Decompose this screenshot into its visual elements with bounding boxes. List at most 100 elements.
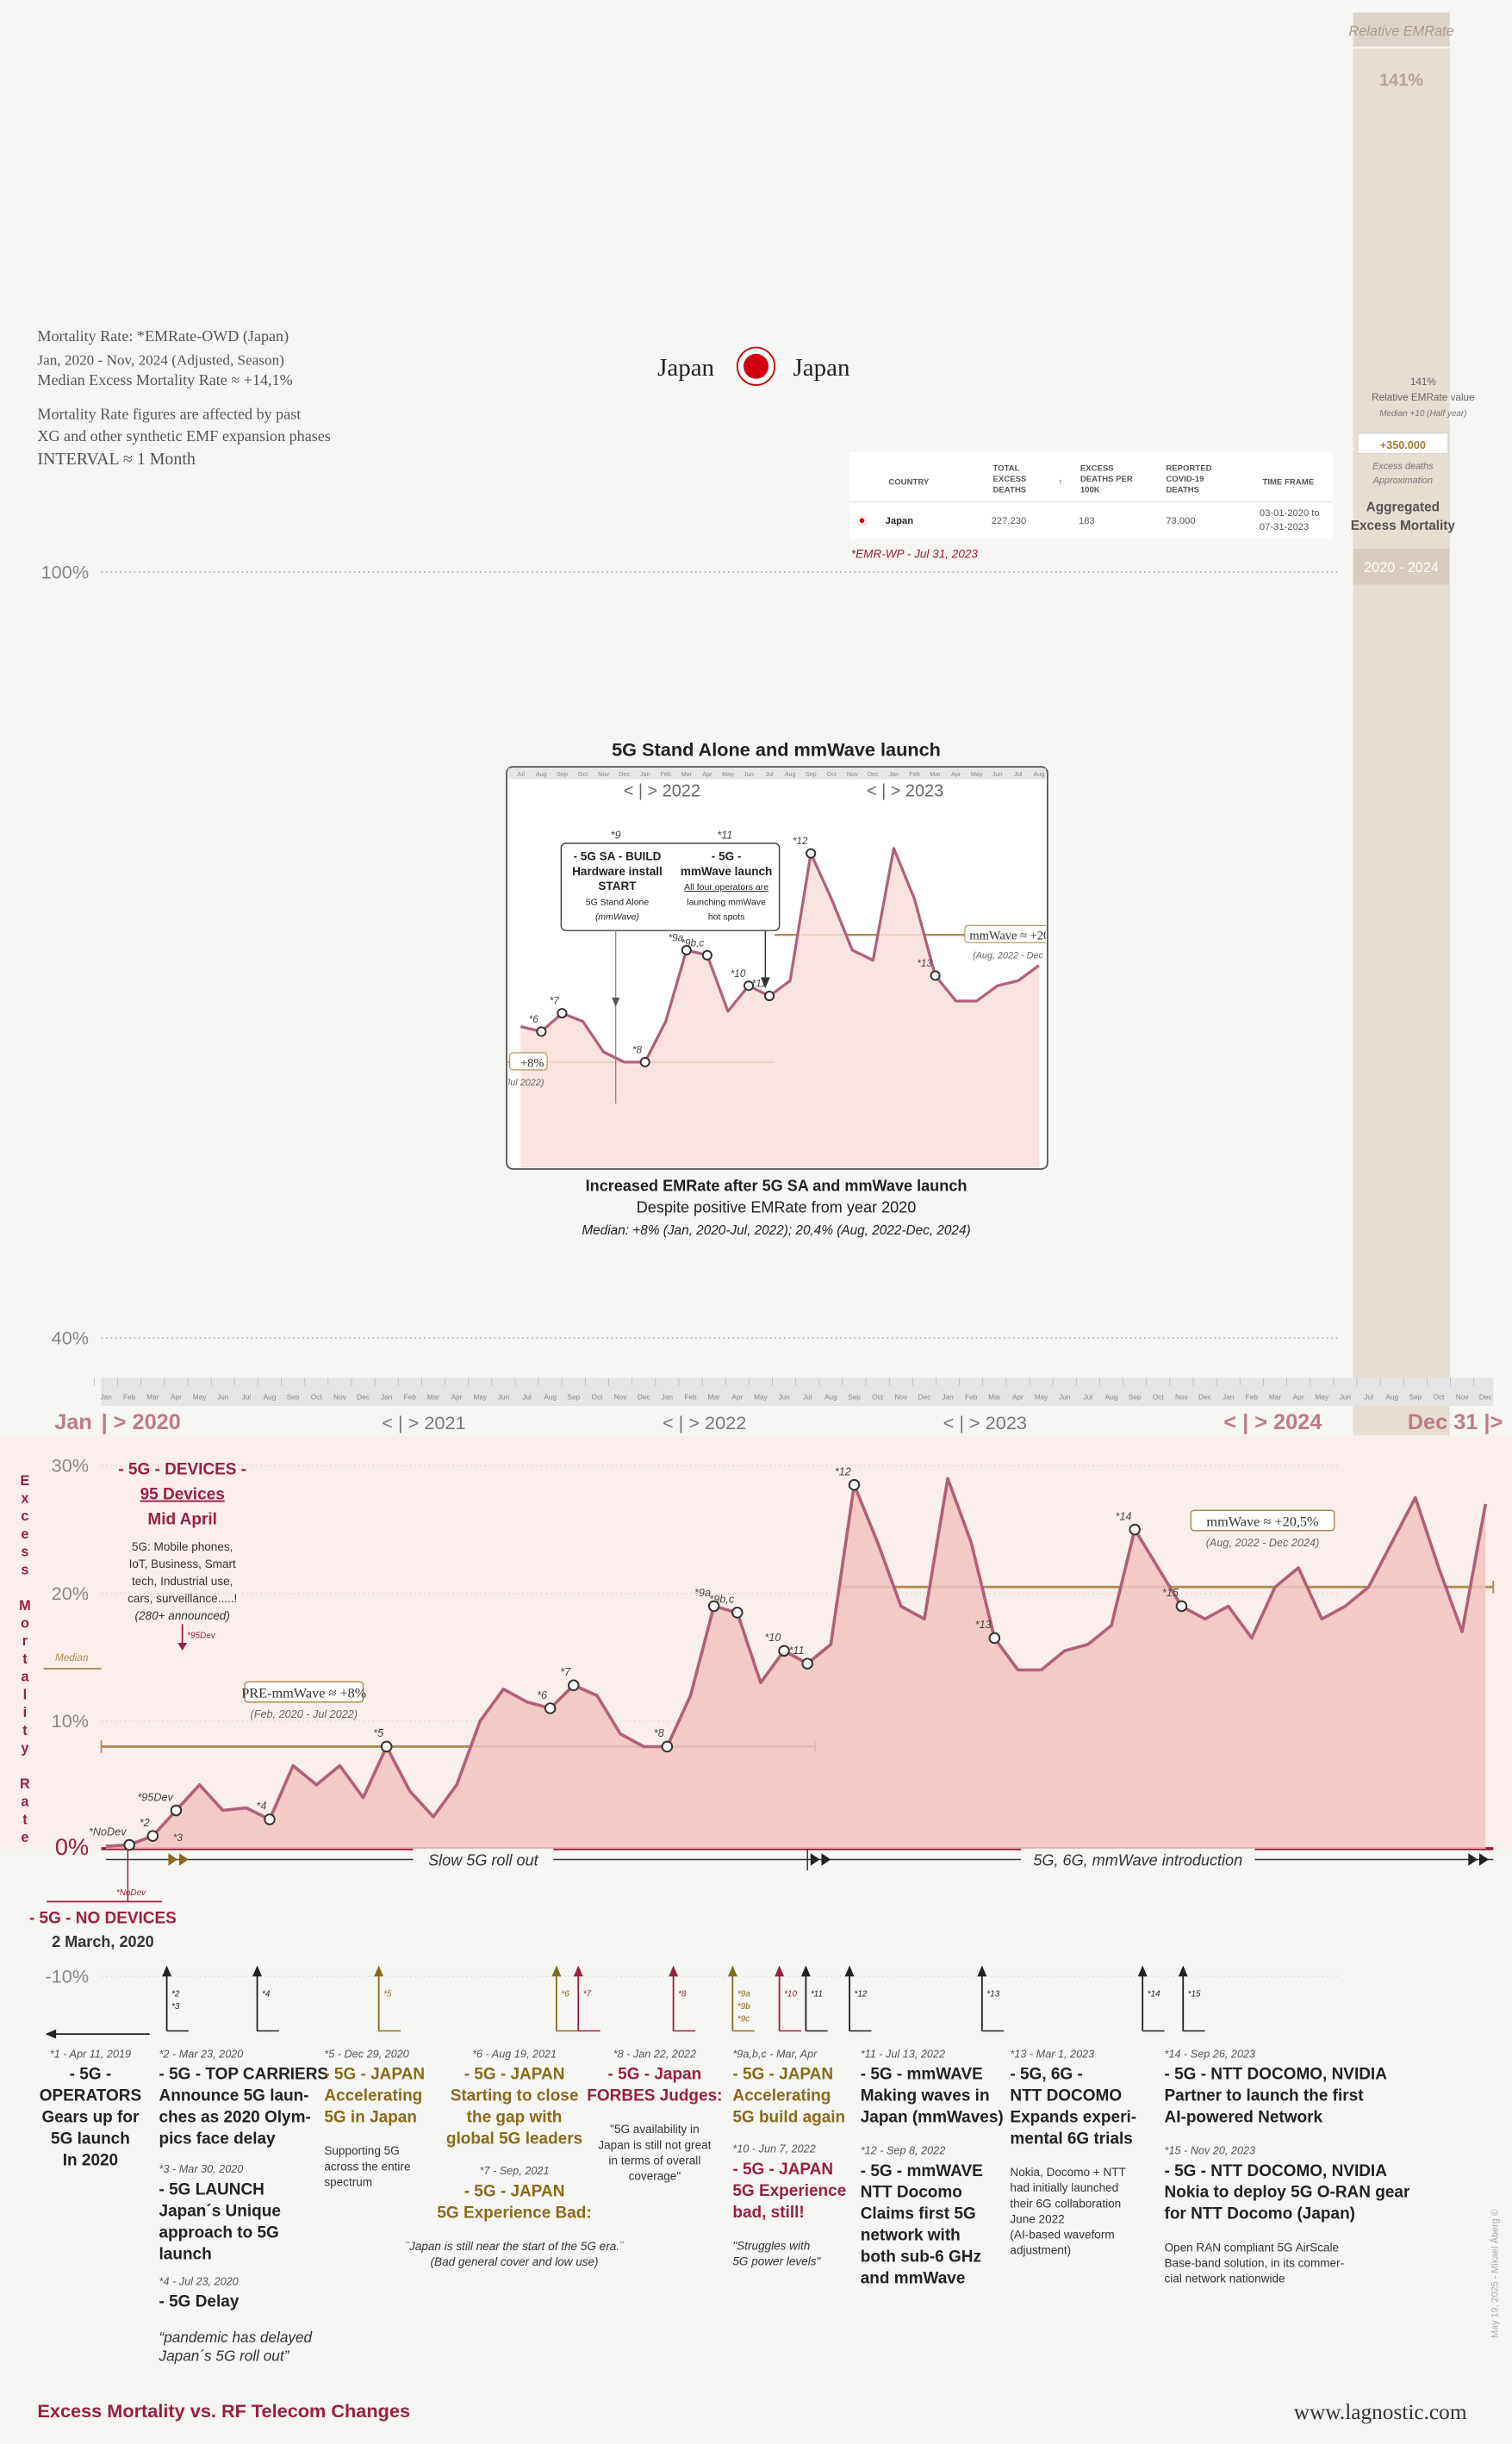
x-tick-label: Feb	[1246, 1393, 1259, 1402]
x-tick-label: May	[754, 1393, 768, 1402]
label: DEATHS	[1166, 486, 1199, 495]
label: Jan	[54, 1410, 92, 1434]
event-title: Starting to close	[451, 2087, 579, 2105]
year-label: < | > 2024	[1223, 1410, 1322, 1434]
label: *7	[583, 1990, 592, 1999]
x-tick-label: Aug	[785, 770, 796, 778]
x-tick-label: Jun	[778, 1393, 790, 1402]
label: Median	[55, 1652, 89, 1664]
point-marker	[123, 1838, 135, 1851]
event-ref: *4 - Jul 23, 2020	[159, 2275, 239, 2287]
event-ref: *11 - Jul 13, 2022	[861, 2048, 945, 2060]
label: *11	[717, 829, 732, 841]
x-tick-label: Nov	[1456, 1393, 1470, 1402]
event-title: Gears up for	[41, 2109, 139, 2127]
x-tick-label: Jun	[1059, 1393, 1071, 1402]
label: 183	[1079, 516, 1095, 526]
label: - 5G -	[712, 850, 742, 863]
point-marker	[806, 848, 817, 859]
point-marker	[988, 1632, 1001, 1645]
event-title: - 5G - mmWAVE	[861, 2066, 983, 2084]
x-tick-label: Jan	[662, 1393, 674, 1402]
event-title: Making waves in	[861, 2087, 990, 2105]
label: Median +10 (Half year)	[1379, 409, 1466, 419]
arrow-head	[977, 1965, 987, 1977]
event-title: 5G Experience Bad:	[437, 2204, 591, 2222]
event-title: - 5G - JAPAN	[324, 2066, 425, 2084]
x-tick-label: Jun	[744, 770, 754, 778]
x-tick-label: Dec	[1479, 1393, 1492, 1402]
label: 5G Stand Alone	[586, 898, 650, 907]
point-label: *12	[835, 1465, 851, 1477]
x-tick-label: Sep	[567, 1393, 580, 1402]
point-label: *7	[550, 996, 560, 1007]
label: www.lagnostic.com	[1294, 2400, 1467, 2424]
label: mmWave ≈ +20,5%	[1206, 1513, 1318, 1529]
x-tick-label: Jul	[1364, 1393, 1373, 1402]
event-body: ¨Japan is still near the start of the 5G…	[406, 2240, 624, 2253]
label: Japan	[793, 354, 850, 382]
label: EXCESS	[1080, 463, 1114, 473]
x-tick-label: Nov	[847, 770, 858, 778]
x-tick-label: Jan	[381, 1393, 393, 1402]
x-tick-label: Aug	[1033, 770, 1044, 778]
event-title: the gap with	[467, 2109, 563, 2127]
year-label: | > 2020	[102, 1410, 181, 1434]
event-title: - 5G - JAPAN	[464, 2066, 565, 2084]
axis-label: Excess Mortality Rate	[17, 1473, 33, 1848]
arrow-head	[669, 1965, 679, 1977]
event-title: - 5G - mmWAVE	[861, 2162, 983, 2180]
arrow-head	[252, 1965, 262, 1977]
panel-head	[1353, 12, 1450, 47]
event-title: pics face delay	[159, 2130, 277, 2149]
point-label: *11	[789, 1645, 805, 1657]
x-tick-label: Aug	[1385, 1393, 1398, 1402]
point-label: *13	[917, 958, 932, 969]
play-mark	[810, 1853, 820, 1866]
x-tick-label: Sep	[848, 1393, 861, 1402]
event-ref: *1 - Apr 11, 2019	[50, 2048, 131, 2060]
label: 5G Stand Alone and mmWave launch	[612, 739, 941, 761]
event-ref: *12 - Sep 8, 2022	[861, 2144, 946, 2156]
event-ref: *7 - Sep, 2021	[480, 2165, 550, 2177]
x-tick-label: Sep	[1409, 1393, 1422, 1402]
event-title: AI-powered Network	[1165, 2109, 1323, 2127]
point-marker	[170, 1804, 183, 1817]
event-title: both sub-6 GHz	[861, 2248, 981, 2267]
event-title: 5G Experience	[732, 2182, 846, 2200]
arrow-head	[844, 1965, 855, 1977]
event-title: 5G in Japan	[324, 2109, 417, 2127]
point-label: *9b,c	[709, 1594, 735, 1606]
point-marker	[568, 1679, 580, 1692]
point-label: *2	[140, 1817, 150, 1829]
callout-box	[560, 843, 781, 931]
x-tick-label: May	[722, 770, 734, 778]
x-tick-label: Dec	[1198, 1393, 1211, 1402]
event-body: coverage"	[629, 2169, 681, 2182]
label: Mortality Rate: *EMRate-OWD (Japan)	[37, 327, 289, 345]
x-tick-label: Dec	[868, 770, 879, 778]
median-box	[964, 924, 1047, 943]
event-body: Nokia, Docomo + NTT	[1010, 2166, 1125, 2179]
event-ref: *2 - Mar 23, 2020	[159, 2048, 244, 2060]
point-marker	[778, 1645, 790, 1657]
label: Median: +8% (Jan, 2020-Jul, 2022); 20,4%…	[582, 1223, 970, 1238]
x-tick-label: Jul	[1084, 1393, 1093, 1402]
x-tick-label: Nov	[333, 1393, 347, 1402]
arrow-head	[551, 1965, 562, 1977]
point-label: *7	[560, 1666, 571, 1678]
line	[520, 847, 1040, 1064]
x-tick-label: Jun	[217, 1393, 229, 1402]
label: (Aug, 2022 - Dec 2024)	[1206, 1537, 1320, 1549]
x-tick-label: Sep	[287, 1393, 300, 1402]
y-tick-label: 20%	[52, 1583, 89, 1604]
event-title: Expands experi-	[1010, 2109, 1136, 2127]
y-tick-label: 40%	[52, 1327, 89, 1348]
label: 2 March, 2020	[52, 1933, 154, 1950]
label: Excess Mortality	[1351, 519, 1456, 533]
x-tick-label: Jun	[992, 770, 1003, 778]
year-label: < | > 2021	[382, 1412, 465, 1433]
label: DEATHS PER	[1080, 475, 1133, 484]
event-body: adjustment)	[1010, 2244, 1071, 2257]
event-title: mental 6G trials	[1010, 2130, 1132, 2149]
